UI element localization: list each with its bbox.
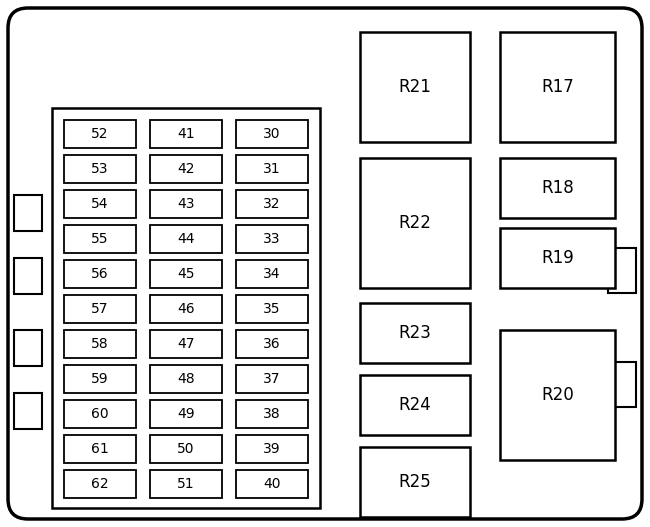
Bar — [64, 470, 136, 498]
Text: 42: 42 — [177, 162, 195, 176]
Bar — [608, 362, 636, 407]
Bar — [64, 295, 136, 323]
Text: R20: R20 — [541, 386, 574, 404]
Text: 59: 59 — [91, 372, 109, 386]
Bar — [64, 225, 136, 253]
Bar — [360, 375, 470, 435]
Text: R23: R23 — [398, 324, 432, 342]
Bar — [150, 155, 222, 183]
Bar — [360, 32, 470, 142]
Bar — [14, 393, 42, 429]
Bar — [14, 195, 42, 231]
Text: 39: 39 — [263, 442, 281, 456]
Text: 33: 33 — [263, 232, 281, 246]
Bar — [150, 330, 222, 358]
Bar — [500, 32, 615, 142]
Bar — [64, 330, 136, 358]
Bar — [236, 365, 308, 393]
Bar — [150, 120, 222, 148]
Bar — [236, 260, 308, 288]
Text: 57: 57 — [91, 302, 109, 316]
Bar — [64, 190, 136, 218]
Text: R19: R19 — [541, 249, 574, 267]
Bar — [236, 225, 308, 253]
Text: 40: 40 — [263, 477, 281, 491]
Bar — [608, 248, 636, 293]
Text: 58: 58 — [91, 337, 109, 351]
Bar — [64, 365, 136, 393]
Text: 34: 34 — [263, 267, 281, 281]
Text: R17: R17 — [541, 78, 574, 96]
Bar — [150, 470, 222, 498]
Text: 44: 44 — [177, 232, 195, 246]
Text: 31: 31 — [263, 162, 281, 176]
Text: 37: 37 — [263, 372, 281, 386]
Text: R22: R22 — [398, 214, 432, 232]
FancyBboxPatch shape — [8, 8, 642, 519]
Text: 30: 30 — [263, 127, 281, 141]
Text: 32: 32 — [263, 197, 281, 211]
Text: 47: 47 — [177, 337, 195, 351]
Bar — [150, 225, 222, 253]
Bar — [360, 158, 470, 288]
Bar — [236, 295, 308, 323]
Bar — [236, 155, 308, 183]
Bar — [150, 365, 222, 393]
Text: 35: 35 — [263, 302, 281, 316]
Bar — [150, 260, 222, 288]
Bar — [360, 447, 470, 517]
Bar — [64, 120, 136, 148]
Text: R25: R25 — [398, 473, 432, 491]
Bar — [64, 155, 136, 183]
Bar — [150, 400, 222, 428]
Bar — [360, 303, 470, 363]
Bar — [500, 158, 615, 218]
Text: 46: 46 — [177, 302, 195, 316]
Text: 62: 62 — [91, 477, 109, 491]
Text: 61: 61 — [91, 442, 109, 456]
Bar — [236, 400, 308, 428]
Bar — [150, 295, 222, 323]
Bar — [236, 120, 308, 148]
Text: 38: 38 — [263, 407, 281, 421]
Text: R24: R24 — [398, 396, 432, 414]
Bar — [64, 400, 136, 428]
Bar — [236, 190, 308, 218]
Text: 60: 60 — [91, 407, 109, 421]
Bar — [64, 260, 136, 288]
Text: 51: 51 — [177, 477, 195, 491]
Text: 48: 48 — [177, 372, 195, 386]
Bar — [236, 435, 308, 463]
Text: R21: R21 — [398, 78, 432, 96]
Bar — [236, 470, 308, 498]
Bar — [64, 435, 136, 463]
Text: 43: 43 — [177, 197, 195, 211]
Bar — [14, 258, 42, 294]
Text: 53: 53 — [91, 162, 109, 176]
Bar — [500, 330, 615, 460]
Bar — [150, 190, 222, 218]
Text: R18: R18 — [541, 179, 574, 197]
Text: 41: 41 — [177, 127, 195, 141]
Bar — [150, 435, 222, 463]
Text: 52: 52 — [91, 127, 109, 141]
Bar — [500, 228, 615, 288]
Text: 36: 36 — [263, 337, 281, 351]
Bar — [236, 330, 308, 358]
Text: 50: 50 — [177, 442, 195, 456]
Text: 54: 54 — [91, 197, 109, 211]
Bar — [52, 108, 320, 508]
Text: 56: 56 — [91, 267, 109, 281]
Text: 49: 49 — [177, 407, 195, 421]
Text: 45: 45 — [177, 267, 195, 281]
Bar — [14, 330, 42, 366]
Text: 55: 55 — [91, 232, 109, 246]
